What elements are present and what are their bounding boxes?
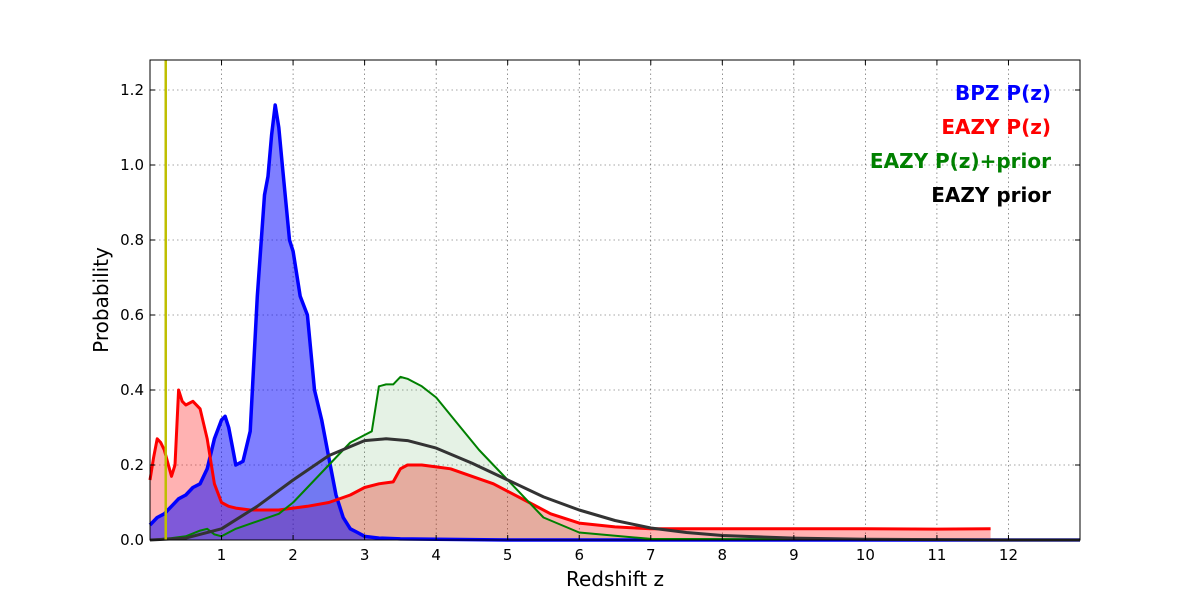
- x-tick-label: 2: [288, 546, 298, 564]
- series-line-2: [149, 375, 1081, 541]
- x-tick-label: 9: [789, 546, 799, 564]
- x-tick-label: 10: [856, 546, 875, 564]
- x-tick-label: 11: [927, 546, 946, 564]
- y-tick-label: 0.0: [120, 531, 144, 549]
- x-axis-label: Redshift z: [566, 567, 664, 591]
- legend: BPZ P(z) EAZY P(z) EAZY P(z)+prior EAZY …: [870, 81, 1051, 207]
- x-tick-label: 8: [718, 546, 728, 564]
- y-tick-label: 0.6: [120, 306, 144, 324]
- legend-entry-bpz: BPZ P(z): [955, 81, 1051, 105]
- y-tick-label: 1.2: [120, 81, 144, 99]
- series-line-3: [149, 437, 1080, 542]
- x-tick-label: 3: [360, 546, 370, 564]
- legend-entry-eazy-prior: EAZY prior: [931, 183, 1051, 207]
- x-tick-label: 1: [217, 546, 227, 564]
- x-tick-label: 4: [431, 546, 441, 564]
- fill-layer: [150, 105, 1080, 540]
- series-fill-1: [150, 390, 991, 540]
- grid-layer: [150, 60, 1080, 540]
- series-line-1: [148, 388, 991, 531]
- y-tick-label: 0.8: [120, 231, 144, 249]
- y-tick-label: 1.0: [120, 156, 144, 174]
- tick-layer: 1 2 3 4 5 6 7 8 9 10 11 120.00.20.40.60.81.01.2: [120, 60, 1080, 564]
- x-tick-label: 5: [503, 546, 513, 564]
- y-axis-label: Probability: [89, 247, 113, 353]
- y-tick-label: 0.2: [120, 456, 144, 474]
- legend-entry-eazy-prior-combined: EAZY P(z)+prior: [870, 149, 1051, 173]
- series-line-0: [148, 103, 1080, 542]
- x-tick-label: 7: [646, 546, 656, 564]
- y-tick-label: 0.4: [120, 381, 144, 399]
- plot-frame: [149, 59, 1081, 541]
- x-tick-label: 12: [999, 546, 1018, 564]
- line-layer: [148, 103, 1081, 542]
- series-fill-2: [150, 376, 1080, 540]
- legend-entry-eazy: EAZY P(z): [941, 115, 1051, 139]
- x-tick-label: 6: [574, 546, 584, 564]
- series-fill-0: [150, 105, 1080, 540]
